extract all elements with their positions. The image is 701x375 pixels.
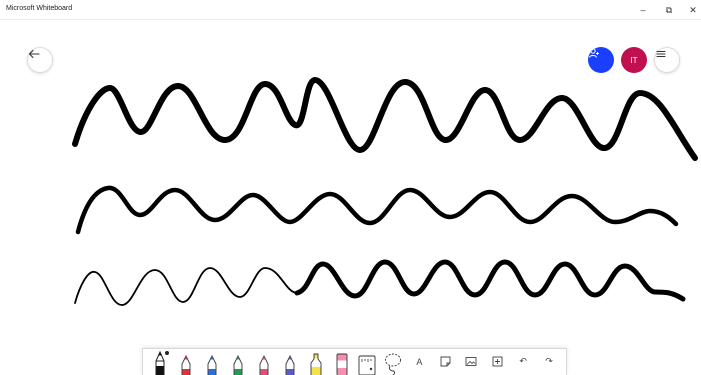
lasso-icon	[385, 353, 402, 375]
undo-icon: ↶	[519, 356, 527, 366]
close-button[interactable]: ✕	[689, 4, 697, 15]
window-title: Microsoft Whiteboard	[6, 5, 73, 12]
pen-icon	[259, 355, 269, 375]
back-button[interactable]	[27, 47, 53, 73]
pen-red-tool[interactable]	[173, 348, 199, 375]
wave-stroke-thin-to-thick-b[interactable]	[294, 259, 686, 302]
pen-icon	[285, 355, 295, 375]
highlighter-icon	[310, 353, 322, 375]
sticky-note-icon	[440, 356, 451, 367]
redo-icon: ↷	[545, 356, 553, 366]
ruler-tool[interactable]	[355, 348, 381, 375]
hamburger-menu-icon	[656, 50, 666, 58]
highlighter-pink-tool[interactable]	[329, 348, 355, 375]
person-add-icon	[589, 48, 599, 58]
undo-button[interactable]: ↶	[510, 348, 536, 375]
share-button[interactable]	[588, 47, 614, 73]
ink-layer	[72, 77, 698, 306]
whiteboard-canvas[interactable]: IT	[0, 21, 701, 348]
inking-toolbar: A ↶ ↷	[142, 348, 567, 375]
ruler-icon	[359, 355, 376, 375]
pen-black-tool[interactable]	[147, 348, 173, 375]
user-avatar[interactable]: IT	[621, 47, 647, 73]
pen-icon	[181, 355, 191, 375]
redo-button[interactable]: ↷	[536, 348, 562, 375]
menu-button[interactable]	[654, 47, 680, 73]
image-tool[interactable]	[458, 348, 484, 375]
insert-tool[interactable]	[484, 348, 510, 375]
highlighter-yellow-tool[interactable]	[303, 348, 329, 375]
maximize-button[interactable]: ⧉	[665, 4, 673, 15]
text-tool[interactable]: A	[406, 348, 432, 375]
pen-blue-tool[interactable]	[199, 348, 225, 375]
pen-pink-tool[interactable]	[251, 348, 277, 375]
wave-stroke-thin-to-thick-a[interactable]	[74, 267, 298, 306]
text-icon: A	[416, 356, 423, 367]
minimize-button[interactable]: –	[640, 5, 646, 15]
pen-icon	[233, 355, 243, 375]
pen-icon	[207, 355, 217, 375]
image-icon	[465, 357, 477, 366]
wave-stroke-thick[interactable]	[72, 77, 698, 161]
highlighter-icon	[336, 353, 347, 375]
pen-purple-tool[interactable]	[277, 348, 303, 375]
add-box-icon	[492, 356, 503, 367]
lasso-tool[interactable]	[380, 348, 406, 375]
pen-green-tool[interactable]	[225, 348, 251, 375]
wave-stroke-medium[interactable]	[75, 185, 679, 235]
pen-icon	[155, 350, 165, 375]
note-tool[interactable]	[432, 348, 458, 375]
arrow-left-icon	[28, 49, 40, 59]
title-bar: Microsoft Whiteboard – ⧉ ✕	[0, 0, 701, 20]
